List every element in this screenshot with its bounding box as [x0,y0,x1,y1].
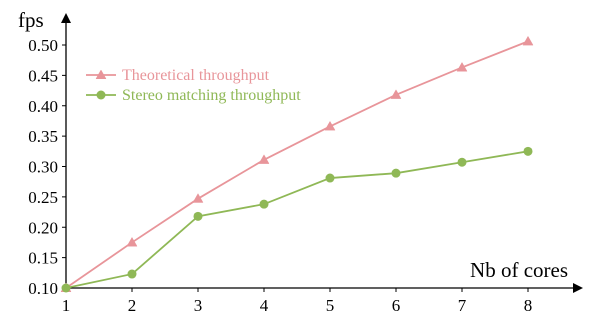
legend-label: Stereo matching throughput [122,87,301,104]
legend-item: Theoretical throughput [86,67,270,84]
y-tick-label: 0.45 [28,66,58,85]
data-point [390,89,402,99]
data-point [456,61,468,72]
x-tick-label: 5 [326,296,335,315]
data-point [193,211,203,221]
x-tick-label: 7 [458,296,467,315]
data-point [391,168,401,178]
y-tick-label: 0.15 [28,249,58,268]
data-point [127,269,137,279]
y-tick-label: 0.25 [28,188,58,207]
axes [61,13,583,293]
x-axis-ticks: 1 2 3 4 5 6 7 8 [62,288,533,315]
data-point [522,35,534,46]
legend-item: Stereo matching throughput [86,87,301,104]
data-point [324,120,336,131]
x-tick-label: 3 [194,296,203,315]
x-tick-label: 2 [128,296,137,315]
y-tick-label: 0.30 [28,158,58,177]
x-tick-label: 8 [524,296,533,315]
x-tick-label: 4 [260,296,269,315]
x-tick-label: 6 [392,296,401,315]
data-point [325,173,335,183]
legend: Theoretical throughput Stereo matching th… [86,67,301,104]
data-point [126,236,138,247]
x-tick-label: 1 [62,296,71,315]
y-tick-label: 0.35 [28,127,58,146]
y-tick-label: 0.20 [28,218,58,237]
series-layer [60,35,534,293]
legend-marker [95,69,107,79]
data-point [192,193,204,203]
data-point [258,154,270,164]
data-point [259,199,269,209]
data-point [457,157,467,167]
y-tick-label: 0.50 [28,36,58,55]
series-stereo-matching [61,146,533,293]
series-line [65,40,529,289]
series-line [65,150,529,289]
data-point [61,283,71,293]
data-point [523,146,533,156]
y-axis-label: fps [18,8,44,32]
x-axis-label: Nb of cores [470,258,568,282]
series-theoretical [60,35,534,292]
legend-marker [96,90,106,100]
legend-label: Theoretical throughput [122,67,270,84]
y-axis-ticks: 0.10 0.15 0.20 0.25 0.30 0.35 0.40 0.45 0.50 [28,36,66,298]
y-tick-label: 0.10 [28,279,58,298]
y-tick-label: 0.40 [28,97,58,116]
